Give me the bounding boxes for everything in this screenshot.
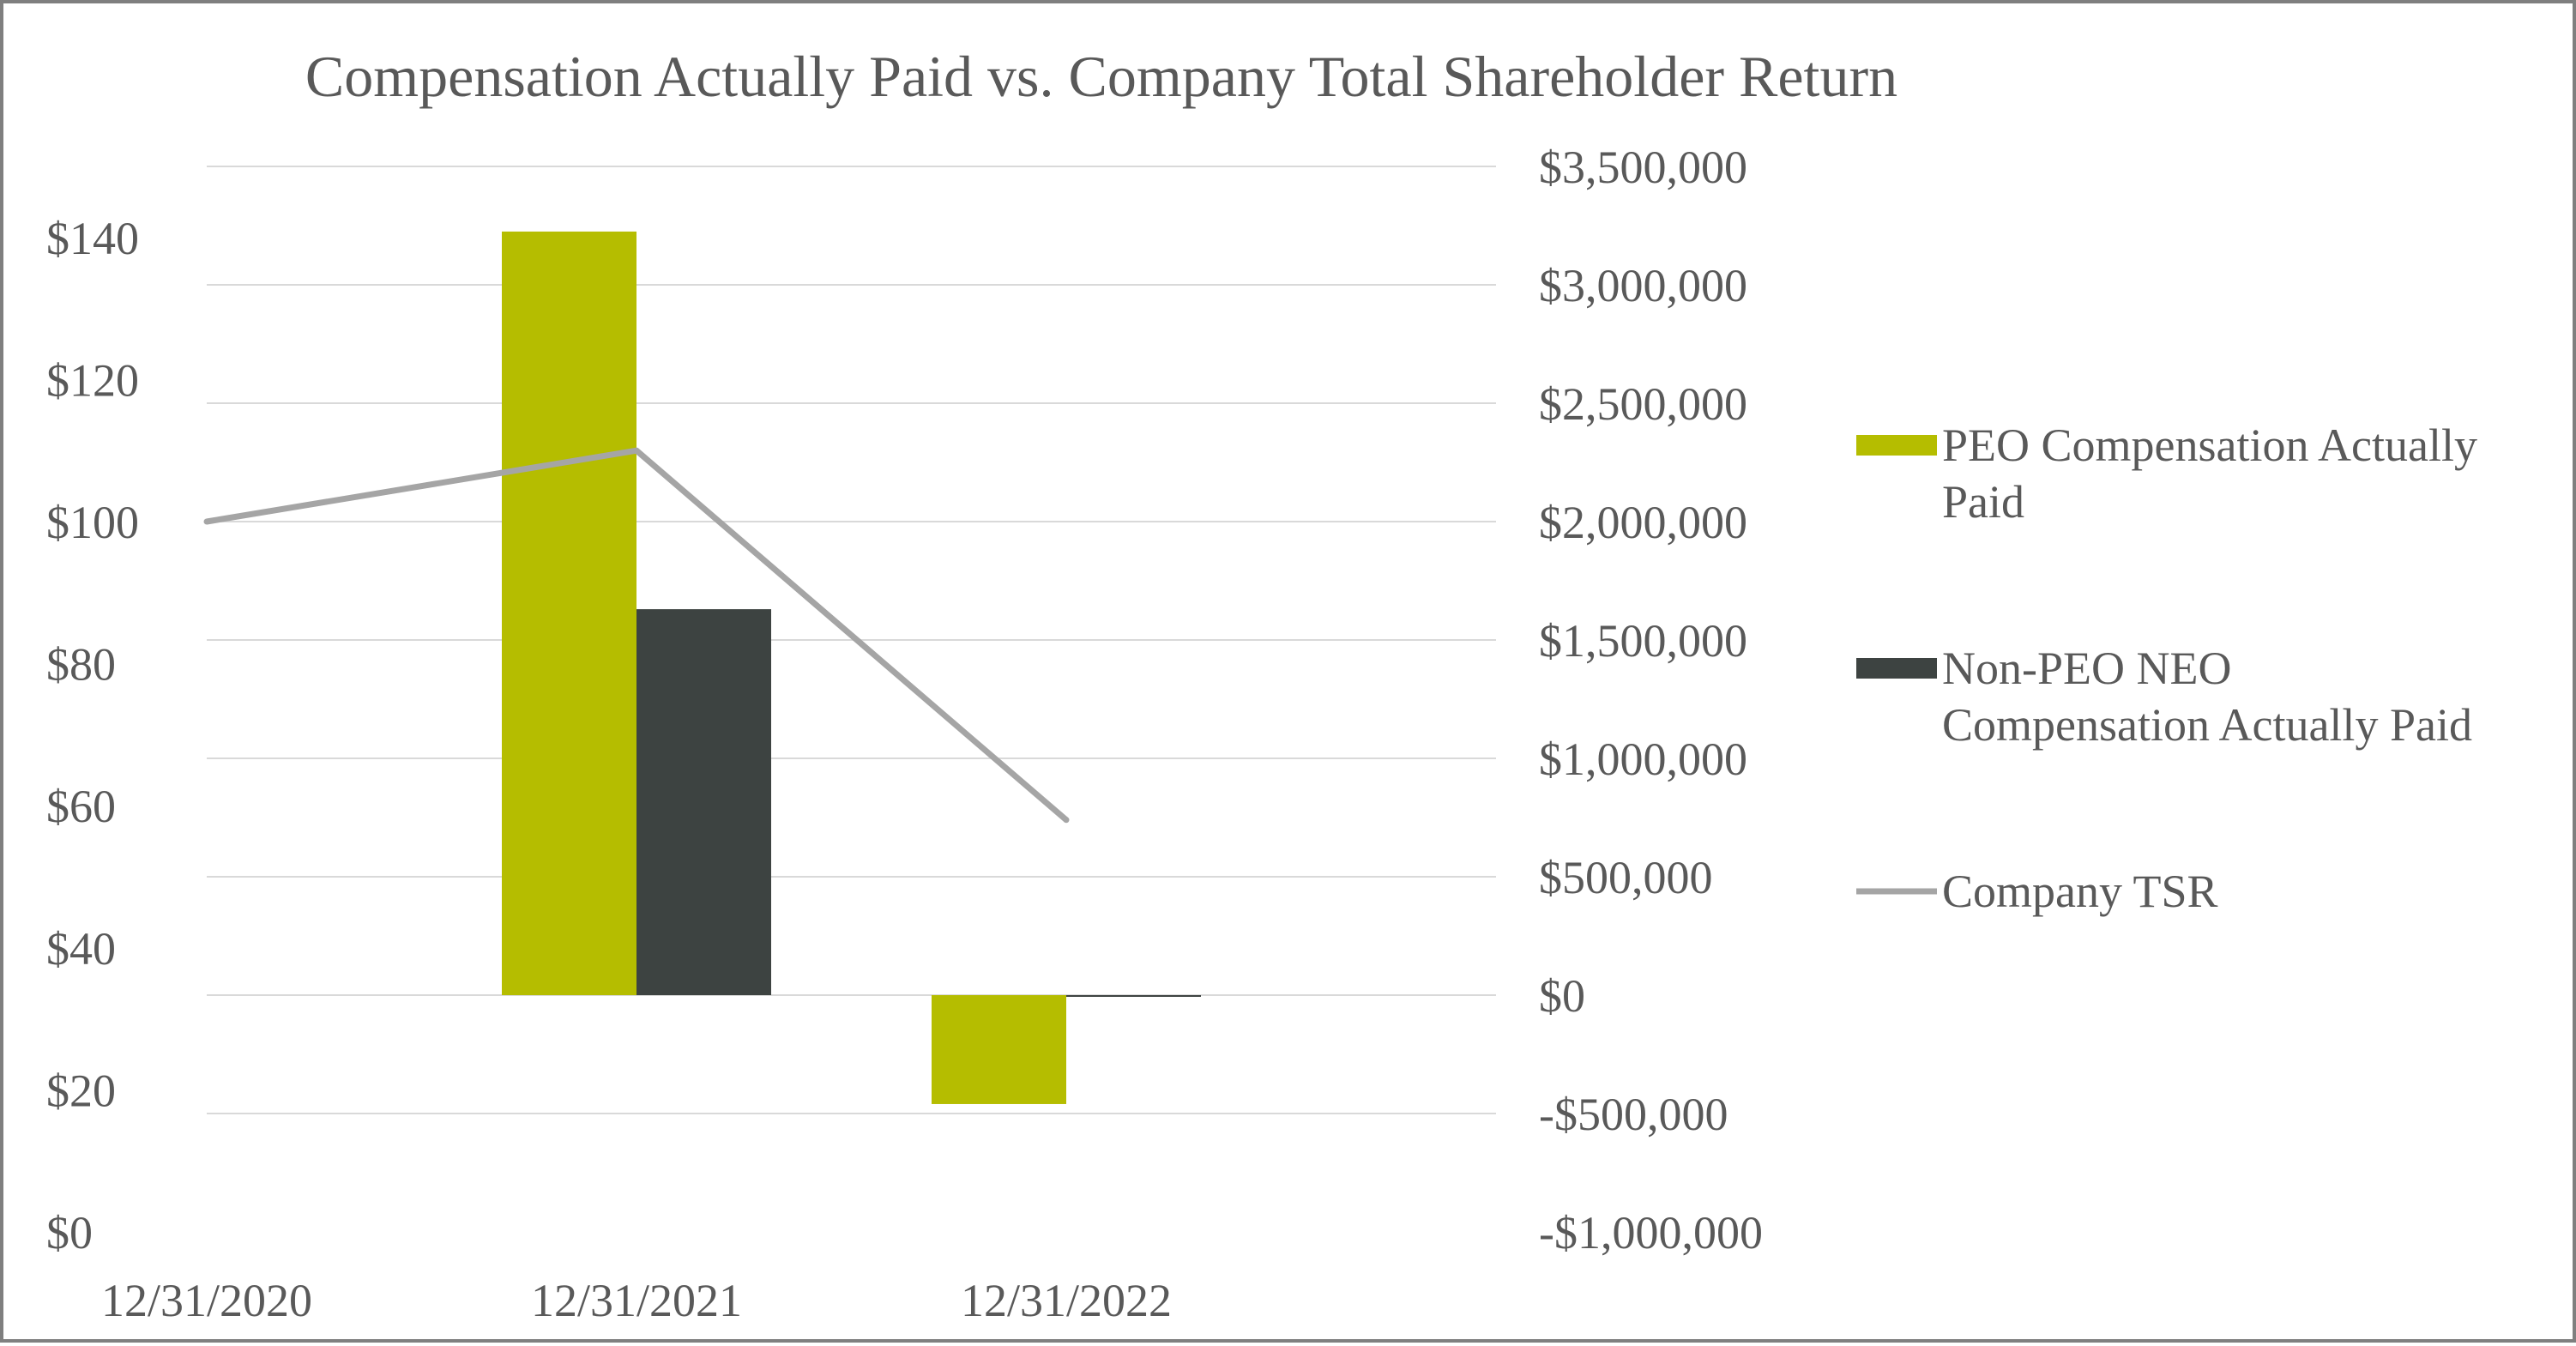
right-axis-tick-label: -$500,000 bbox=[1539, 1089, 1728, 1140]
right-axis-tick-label: $500,000 bbox=[1539, 852, 1713, 903]
left-axis-tick-label: $140 bbox=[46, 213, 139, 264]
right-axis-tick-label: -$1,000,000 bbox=[1539, 1207, 1763, 1258]
bars bbox=[502, 231, 1201, 1104]
bar bbox=[502, 231, 636, 995]
right-axis-tick-label: $1,000,000 bbox=[1539, 733, 1747, 785]
legend-label: PEO Compensation Actually Paid bbox=[1942, 419, 2477, 528]
left-axis-tick-label: $120 bbox=[46, 354, 139, 406]
x-axis-tick-label: 12/31/2020 bbox=[101, 1275, 312, 1326]
gridlines bbox=[207, 166, 1496, 1114]
right-axis-tick-label: $3,000,000 bbox=[1539, 260, 1747, 311]
x-axis-tick-label: 12/31/2021 bbox=[531, 1275, 742, 1326]
line-point bbox=[1063, 817, 1070, 824]
legend-swatch bbox=[1856, 435, 1937, 456]
left-axis: $0 $20 $40 $60 $80 $100 $120 $140 bbox=[46, 213, 139, 1258]
left-axis-tick-label: $40 bbox=[46, 923, 116, 975]
legend-swatch bbox=[1856, 658, 1937, 679]
left-axis-tick-label: $100 bbox=[46, 497, 139, 548]
left-axis-tick-label: $20 bbox=[46, 1065, 116, 1116]
bar bbox=[636, 609, 771, 995]
bar bbox=[932, 995, 1066, 1104]
x-axis-tick-label: 12/31/2022 bbox=[961, 1275, 1172, 1326]
right-axis-tick-label: $2,500,000 bbox=[1539, 378, 1747, 430]
right-axis: -$1,000,000 -$500,000 $0 $500,000 $1,000,000… bbox=[1539, 142, 1763, 1258]
right-axis-tick-label: $3,500,000 bbox=[1539, 142, 1747, 193]
chart-title: Compensation Actually Paid vs. Company T… bbox=[305, 44, 1897, 109]
right-axis-tick-label: $1,500,000 bbox=[1539, 615, 1747, 667]
line-point bbox=[203, 518, 210, 525]
legend: PEO Compensation Actually Paid Non-PEO NEO… bbox=[1856, 419, 2477, 917]
line-point bbox=[633, 447, 640, 454]
chart-canvas: Compensation Actually Paid vs. Company T… bbox=[46, 44, 2477, 1326]
left-axis-tick-label: $60 bbox=[46, 781, 116, 832]
legend-label: Non-PEO NEO Compensation Actually Paid bbox=[1942, 643, 2472, 751]
left-axis-tick-label: $80 bbox=[46, 639, 116, 691]
bar bbox=[1066, 995, 1201, 997]
lines bbox=[203, 447, 1070, 824]
right-axis-tick-label: $2,000,000 bbox=[1539, 497, 1747, 548]
left-axis-tick-label: $0 bbox=[46, 1207, 93, 1258]
legend-label: Company TSR bbox=[1942, 866, 2218, 917]
x-axis: 12/31/2020 12/31/2021 12/31/2022 bbox=[101, 1275, 1172, 1326]
right-axis-tick-label: $0 bbox=[1539, 970, 1585, 1022]
